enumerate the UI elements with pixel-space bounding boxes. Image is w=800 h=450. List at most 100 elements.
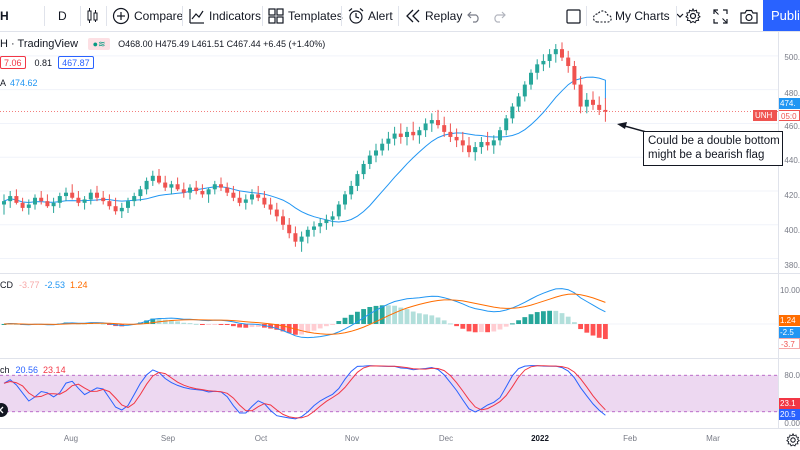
- macd-histogram-bar: [299, 324, 304, 335]
- templates-button[interactable]: Templates: [268, 0, 343, 32]
- candle-body: [411, 131, 416, 136]
- alert-label: Alert: [368, 9, 393, 23]
- candle-body: [597, 104, 602, 110]
- bid-price[interactable]: 7.06: [0, 56, 26, 69]
- macd-histogram-bar: [268, 324, 273, 329]
- candle-body: [101, 197, 106, 202]
- candle-body: [516, 96, 521, 107]
- templates-label: Templates: [288, 9, 343, 23]
- stoch-legend[interactable]: ch 20.56 23.14: [0, 365, 66, 375]
- macd-pane[interactable]: [0, 274, 778, 358]
- chart-type-button[interactable]: [86, 0, 100, 32]
- ask-price[interactable]: 467.87: [58, 56, 94, 69]
- candle-body: [26, 204, 31, 208]
- macd-signal-value: 1.24: [70, 280, 88, 290]
- macd-label: CD: [0, 280, 13, 290]
- macd-chart[interactable]: [0, 274, 778, 358]
- candle-body: [392, 133, 397, 139]
- my-charts-button[interactable]: My Charts: [592, 0, 685, 32]
- alarm-clock-icon: [348, 8, 364, 24]
- layout-button[interactable]: [566, 0, 581, 32]
- macd-histogram-bar: [603, 324, 608, 340]
- time-axis[interactable]: Aug Sep Oct Nov Dec 2022 Feb Mar: [0, 428, 800, 450]
- macd-histogram-bar: [237, 324, 242, 328]
- cloud-icon: [592, 10, 612, 23]
- macd-histogram-bar: [485, 324, 490, 333]
- compare-button[interactable]: Compare: [112, 0, 183, 32]
- candle-body: [231, 192, 236, 198]
- my-charts-label: My Charts: [615, 9, 670, 23]
- candle-body: [138, 189, 143, 197]
- macd-histogram-bar: [553, 310, 559, 324]
- macd-histogram-bar: [187, 323, 193, 325]
- macd-legend[interactable]: CD -3.77 -2.53 1.24: [0, 280, 88, 290]
- candle-body: [535, 64, 540, 73]
- candle-body: [287, 224, 292, 234]
- macd-histogram-bar: [379, 305, 385, 324]
- ma-legend[interactable]: A 474.62: [0, 78, 38, 88]
- candle-body: [2, 201, 6, 205]
- snapshot-button[interactable]: [740, 0, 758, 32]
- candle-body: [572, 66, 577, 85]
- symbol-search-button[interactable]: H: [0, 9, 9, 23]
- macd-histogram-bar: [200, 324, 205, 325]
- candle-body: [578, 84, 583, 107]
- toolbar-divider: [676, 6, 677, 26]
- candle-body: [479, 142, 484, 148]
- pane-separator[interactable]: [0, 273, 800, 274]
- macd-histogram-bar: [559, 313, 565, 324]
- ohlc-values: O468.00 H475.49 L461.51 C467.44 +6.45 (+…: [118, 39, 326, 49]
- candle-body: [386, 138, 391, 144]
- market-status-icon[interactable]: ●≋: [88, 38, 111, 50]
- macd-histogram-bar: [466, 324, 472, 332]
- interval-button[interactable]: D: [58, 0, 67, 32]
- candle-body: [510, 106, 515, 119]
- candle-body: [64, 192, 68, 197]
- macd-line-value: -2.53: [44, 280, 66, 290]
- candle-body: [157, 175, 161, 183]
- settings-button[interactable]: [685, 0, 701, 32]
- pane-separator[interactable]: [0, 358, 800, 359]
- macd-histogram-bar: [398, 307, 404, 324]
- macd-histogram-bar: [324, 324, 329, 327]
- undo-button[interactable]: [467, 0, 481, 32]
- macd-line: [3, 288, 606, 339]
- macd-histogram-bar: [479, 324, 484, 333]
- rewind-icon: [406, 9, 420, 23]
- macd-histogram-bar: [367, 306, 373, 324]
- candle-body: [467, 145, 471, 153]
- indicators-button[interactable]: Indicators: [189, 0, 261, 32]
- scroll-left-button[interactable]: [0, 403, 8, 417]
- macd-histogram-bar: [497, 324, 503, 330]
- candle-body: [405, 131, 409, 137]
- macd-histogram-bar: [404, 309, 410, 324]
- candle-body: [299, 236, 304, 242]
- fullscreen-button[interactable]: [713, 0, 728, 32]
- gear-icon[interactable]: [786, 433, 800, 447]
- alert-button[interactable]: Alert: [347, 0, 393, 32]
- stoch-chart[interactable]: [0, 359, 778, 428]
- publish-button[interactable]: Publi: [763, 0, 800, 31]
- stoch-pane[interactable]: [0, 359, 778, 428]
- candle-body: [584, 99, 589, 107]
- candle-body: [95, 192, 99, 198]
- macd-histogram-bar: [472, 324, 478, 333]
- candle-body: [448, 131, 453, 137]
- symbol-legend[interactable]: H · TradingView ●≋ O468.00 H475.49 L461.…: [0, 38, 325, 50]
- toolbar-divider: [341, 6, 342, 26]
- redo-button[interactable]: [492, 0, 506, 32]
- replay-button[interactable]: Replay: [405, 0, 462, 32]
- stoch-band: [0, 375, 778, 412]
- price-tick: 440.: [784, 156, 800, 165]
- callout-note[interactable]: Could be a double bottom might be a bear…: [643, 131, 783, 166]
- toolbar-divider: [44, 6, 45, 26]
- candle-body: [88, 192, 93, 200]
- macd-histogram-bar: [410, 311, 416, 324]
- macd-histogram-bar: [435, 317, 441, 324]
- candle-body: [188, 187, 192, 193]
- price-axis[interactable]: 500. 480. 460. 440. 420. 400. 380.: [778, 33, 800, 273]
- chevron-left-icon: [0, 406, 4, 414]
- candle-body: [603, 109, 608, 112]
- candle-body: [473, 147, 478, 153]
- indicators-icon: [189, 9, 204, 24]
